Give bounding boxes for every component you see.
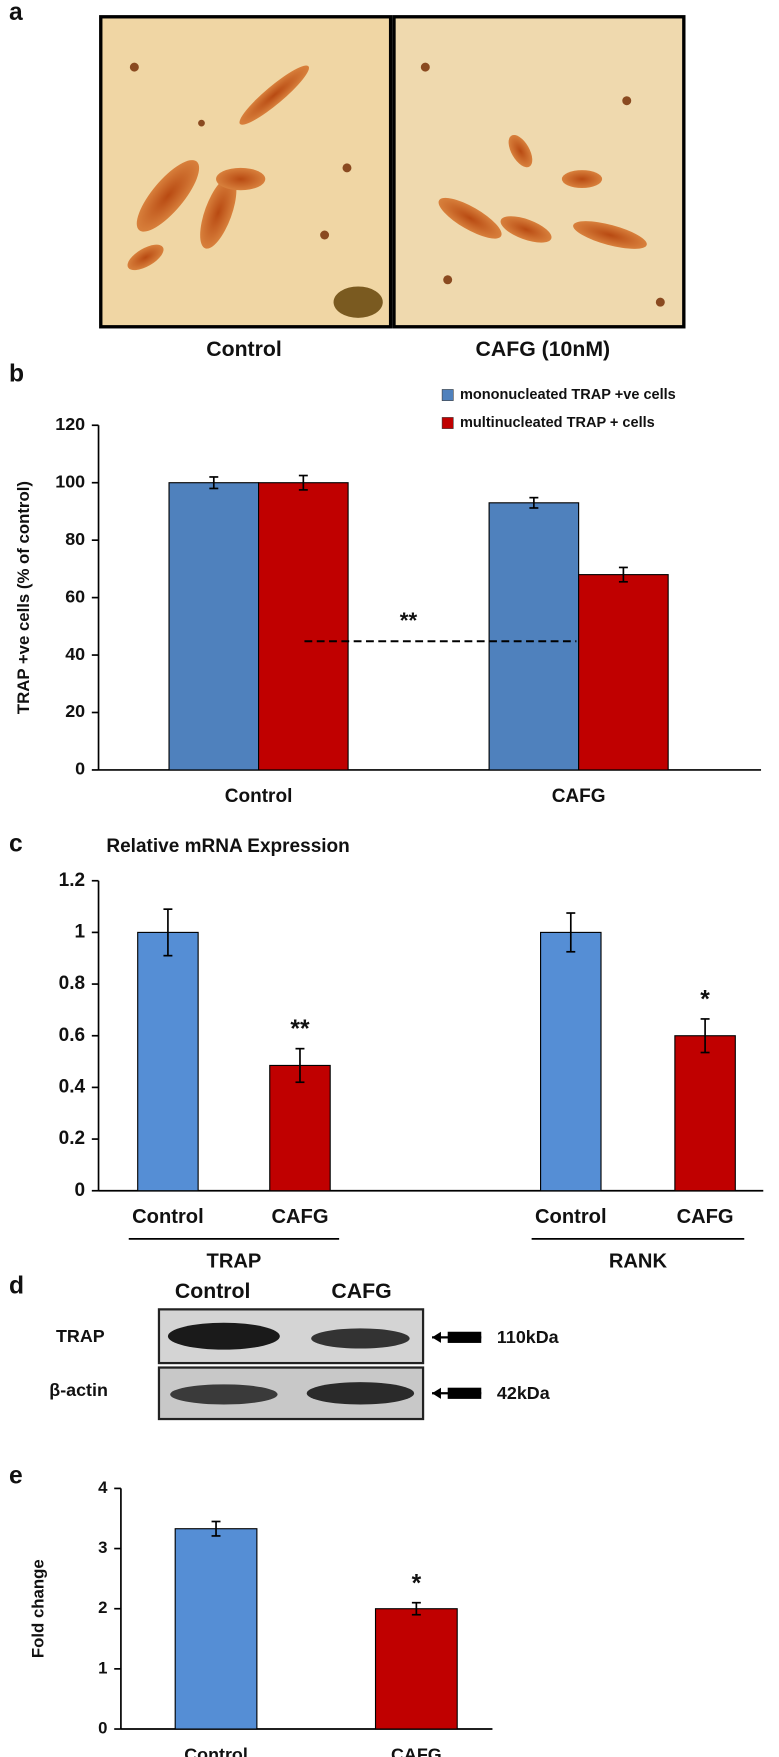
group-label: RANK [609, 1251, 668, 1273]
bar [174, 1528, 258, 1730]
micrograph-label: Control [206, 337, 282, 361]
y-tick-label: 1 [98, 1658, 107, 1677]
y-tick-label: 0.6 [59, 1025, 85, 1046]
error-bar [298, 474, 308, 491]
bar [137, 931, 199, 1192]
y-axis-label: TRAP +ve cells (% of control) [14, 481, 33, 714]
y-tick-label: 100 [55, 471, 85, 491]
x-tick-label: CAFG [391, 1745, 442, 1757]
protein-label: β-actin [49, 1380, 108, 1400]
y-tick-label: 0 [75, 759, 85, 779]
y-tick-label: 0 [98, 1718, 107, 1737]
significance: ** [290, 1016, 310, 1043]
significance: * [700, 987, 710, 1014]
error-bar [295, 1047, 305, 1084]
error-bar [411, 1601, 421, 1616]
error-bar [163, 908, 173, 957]
y-tick-label: 0.8 [59, 973, 85, 994]
y-axis-label: Fold change [29, 1559, 48, 1658]
significance: ** [400, 608, 418, 633]
x-tick-label: Control [132, 1206, 204, 1228]
legend-label: multinucleated TRAP + cells [460, 415, 655, 431]
error-bar [211, 1520, 221, 1537]
legend-swatch [441, 389, 454, 401]
panel-label: c [9, 830, 23, 857]
bar [540, 931, 602, 1192]
x-tick-label: Control [184, 1745, 248, 1757]
group-label: TRAP [207, 1251, 262, 1273]
arrow [432, 1387, 482, 1399]
y-tick-label: 120 [55, 414, 85, 434]
y-tick-label: 0.4 [59, 1076, 86, 1097]
error-bar [566, 912, 576, 953]
y-tick-label: 2 [98, 1598, 107, 1617]
bar [674, 1035, 736, 1192]
error-bar [700, 1018, 710, 1054]
micrograph-cafg [392, 15, 686, 329]
y-tick-label: 60 [65, 586, 85, 606]
x-tick-label: CAFG [552, 786, 606, 807]
legend-swatch [441, 417, 454, 429]
x-tick-label: CAFG [271, 1206, 328, 1228]
panel-label: e [9, 1463, 23, 1490]
chart-title: Relative mRNA Expression [106, 836, 349, 857]
y-tick-label: 4 [98, 1478, 108, 1497]
error-bar [618, 566, 628, 583]
arrow [432, 1331, 482, 1343]
size-label: 42kDa [497, 1383, 551, 1403]
bar [374, 1608, 458, 1730]
lane-label: Control [175, 1279, 251, 1303]
y-tick-label: 40 [65, 644, 85, 664]
protein-label: TRAP [56, 1326, 105, 1346]
panel-label: d [9, 1272, 24, 1299]
bar [488, 502, 580, 771]
error-bar [529, 496, 539, 509]
bar [269, 1064, 331, 1192]
bar [168, 482, 260, 771]
bar [578, 574, 669, 771]
lane-label: CAFG [331, 1279, 391, 1303]
y-tick-label: 1.2 [59, 870, 85, 891]
y-tick-label: 1 [75, 921, 86, 942]
micrograph-control [99, 15, 393, 329]
size-label: 110kDa [497, 1327, 560, 1347]
error-bar [209, 476, 219, 490]
micrograph-label: CAFG (10nM) [476, 337, 611, 361]
y-tick-label: 0.2 [59, 1128, 85, 1149]
y-tick-label: 3 [98, 1538, 107, 1557]
western-blot [157, 1308, 482, 1421]
y-tick-label: 80 [65, 529, 85, 549]
panel-label: b [9, 360, 24, 387]
y-tick-label: 0 [75, 1180, 86, 1201]
legend-label: mononucleated TRAP +ve cells [460, 387, 676, 403]
significance: * [412, 1570, 422, 1597]
bar [258, 482, 349, 771]
x-tick-label: Control [225, 786, 293, 807]
y-tick-label: 20 [65, 701, 85, 721]
x-tick-label: Control [535, 1206, 607, 1228]
panel-label: a [9, 0, 23, 26]
x-tick-label: CAFG [677, 1206, 734, 1228]
